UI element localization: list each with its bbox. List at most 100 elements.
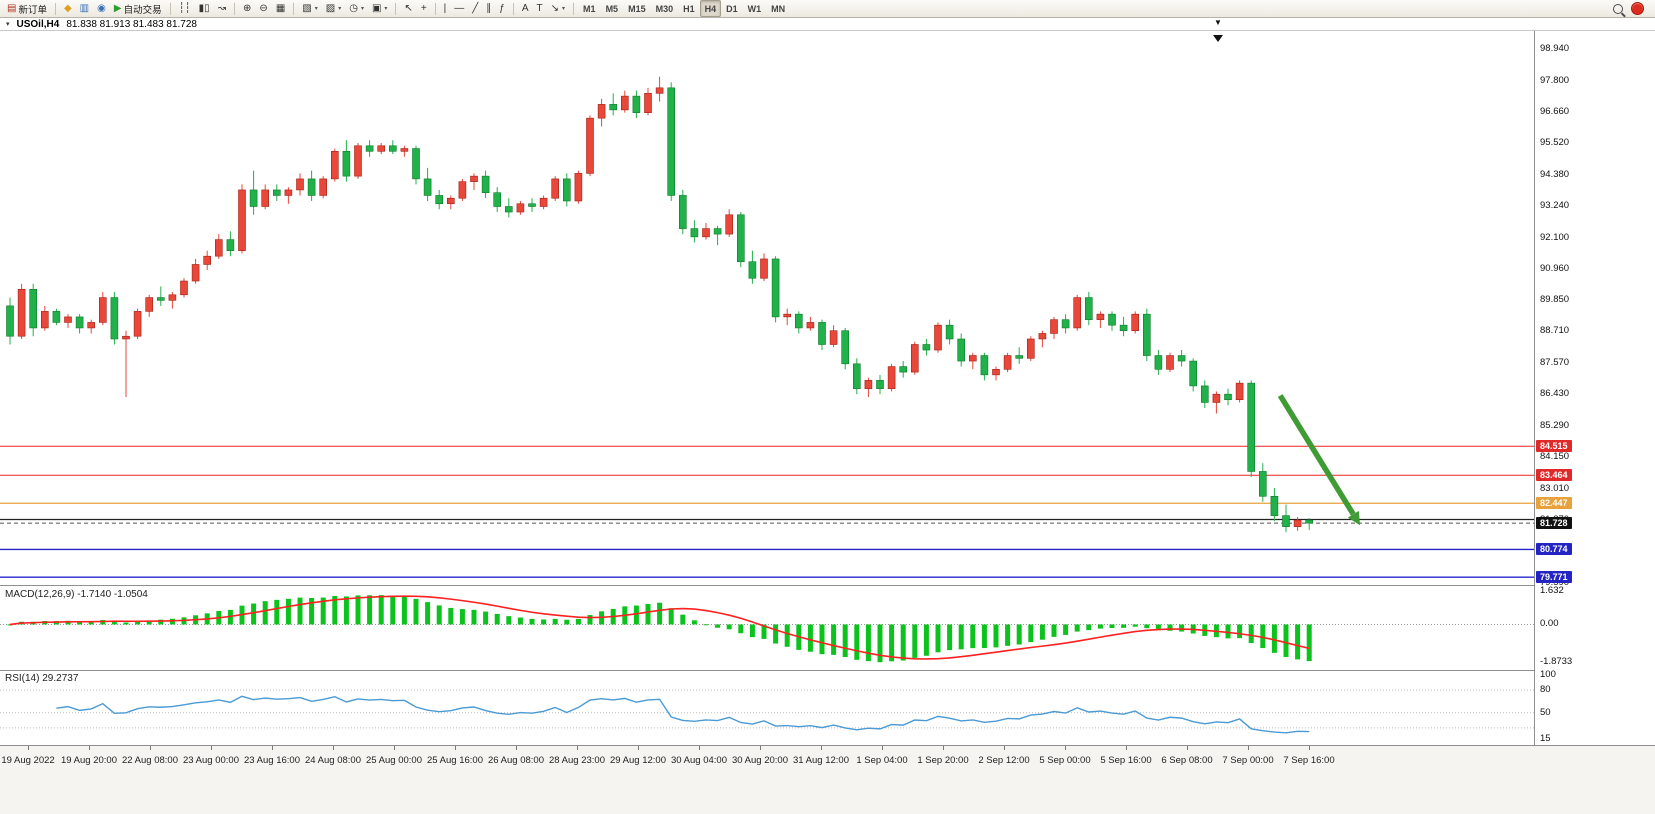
chart-shift-marker[interactable] [1213,35,1223,42]
timeframe-mn-button[interactable]: MN [771,3,786,14]
timeframe-m30-button[interactable]: M30 [655,3,674,14]
time-axis-label: 19 Aug 2022 [1,755,55,766]
price-axis-label: 90.960 [1540,263,1570,275]
strategy-tester-icon: ◉ [97,2,106,14]
time-axis-tick [638,746,639,750]
candlestick-chart-button[interactable]: ▮▯ [195,0,214,17]
timeframe-h1-button[interactable]: H1 [683,3,695,14]
timeframe-h4-button[interactable]: H4 [699,0,722,17]
zoom-in-button[interactable]: ⊕ [239,0,255,17]
caret-down-icon: ▾ [314,6,318,12]
periods-menu-button[interactable]: ◷ ▾ [345,0,368,17]
price-axis[interactable]: 98.940 97.800 96.660 95.520 94.380 93.240 92.1… [1534,31,1655,745]
time-axis-tick [882,746,883,750]
time-axis-tick [943,746,944,750]
vertical-line-icon: | [443,2,447,14]
price-chart-panel[interactable] [0,31,1534,585]
metaeditor-button[interactable]: ◆ [60,0,76,17]
time-axis-tick [150,746,151,750]
line-chart-icon: ↝ [217,2,227,14]
price-axis-label: 93.240 [1540,200,1570,212]
macd-chart-svg[interactable] [0,586,1534,670]
time-axis-label: 1 Sep 20:00 [917,755,969,766]
main-toolbar: ▤ 新订单 ◆ ▥ ◉ ▶ 自动交易 ┆┆ ▮▯ ↝ ⊕ ⊖ ▦ ▧ ▾ ▨ ▾ ◷ ▾ ▣ ▾ ↖ + | — ╱ ∥ ƒ A T ↘ ▾ M… [0,0,1655,18]
macd-label: MACD(12,26,9) -1.7140 -1.0504 [5,589,148,600]
time-axis-tick [211,746,212,750]
bar-chart-button[interactable]: ┆┆ [175,0,195,17]
arrows-button[interactable]: ↘ ▾ [547,0,569,17]
strategy-tester-button[interactable]: ◉ [93,0,110,17]
profiles-button[interactable]: ▨ ▾ [322,0,345,17]
time-axis-label: 2 Sep 12:00 [978,755,1030,766]
timeframe-m5-button[interactable]: M5 [605,3,619,14]
time-axis-label: 23 Aug 16:00 [244,755,300,766]
timeframe-d1-button[interactable]: D1 [726,3,738,14]
fibonacci-button[interactable]: ƒ [495,0,509,17]
new-chart-button[interactable]: ▧ ▾ [298,0,321,17]
terminal-button[interactable]: ▥ [76,0,93,17]
time-axis-label: 26 Aug 08:00 [488,755,544,766]
periods-menu-icon: ◷ [349,2,358,14]
text-button[interactable]: A [518,0,533,17]
price-axis-label: 83.010 [1540,482,1570,494]
toolbar-separator [512,2,514,15]
price-chart-svg[interactable] [0,31,1534,585]
price-axis-label: 92.100 [1540,231,1570,243]
timeframe-m15-button[interactable]: M15 [628,3,646,14]
text-label-button[interactable]: T [533,0,547,17]
time-axis-tick [1248,746,1249,750]
time-axis-label: 6 Sep 08:00 [1161,755,1213,766]
time-axis-label: 24 Aug 08:00 [305,755,361,766]
zoom-out-button[interactable]: ⊖ [255,0,271,17]
price-tag-79.771: 79.771 [1536,571,1572,584]
autotrading-button[interactable]: ▶ 自动交易 [110,0,166,17]
line-chart-button[interactable]: ↝ [214,0,230,17]
caret-down-icon: ▾ [384,6,388,12]
toolbar-separator [234,2,236,15]
timeframe-w1-button[interactable]: W1 [747,3,762,14]
chart-menu-icon[interactable]: ▾ [6,21,10,28]
cursor-button[interactable]: ↖ [400,0,416,17]
time-axis-tick [272,746,273,750]
zoom-in-icon: ⊕ [243,2,252,14]
crosshair-button[interactable]: + [417,0,431,17]
time-axis-tick [1004,746,1005,750]
terminal-icon: ▥ [79,2,90,14]
fibonacci-icon: ƒ [499,2,505,14]
time-axis-label: 5 Sep 00:00 [1039,755,1091,766]
toolbar-right-group [1613,2,1652,15]
horizontal-line-button[interactable]: — [450,0,468,17]
time-axis-label: 30 Aug 04:00 [671,755,727,766]
equidistant-channel-icon: ∥ [486,2,492,14]
templates-button[interactable]: ▣ ▾ [368,0,391,17]
crosshair-icon: + [420,2,427,14]
equidistant-channel-button[interactable]: ∥ [482,0,495,17]
rsi-label: RSI(14) 29.2737 [5,673,79,684]
rsi-panel[interactable] [0,670,1534,746]
toolbar-separator [434,2,436,15]
trend-arrow-annotation[interactable] [1277,394,1361,526]
time-axis-label: 19 Aug 20:00 [61,755,117,766]
autotrading-icon: ▶ [113,2,122,14]
search-icon[interactable] [1613,3,1623,14]
caret-down-icon: ▾ [360,6,364,12]
trendline-button[interactable]: ╱ [468,0,482,17]
time-axis-label: 25 Aug 00:00 [366,755,422,766]
time-axis[interactable]: 19 Aug 2022 19 Aug 20:00 22 Aug 08:00 23 Au… [0,745,1655,814]
rsi-chart-svg[interactable] [0,671,1534,746]
time-axis-tick [333,746,334,750]
arrows-icon: ↘ [550,2,560,14]
macd-panel[interactable] [0,585,1534,670]
notification-icon[interactable] [1631,2,1644,15]
new-order-button-label: 新订单 [18,4,47,16]
toolbar-separator [293,2,295,15]
chart-shift-marker-icon[interactable]: ▼ [1214,18,1222,27]
tile-windows-button[interactable]: ▦ [272,0,289,17]
time-axis-label: 28 Aug 23:00 [549,755,605,766]
time-axis-tick [89,746,90,750]
vertical-line-button[interactable]: | [440,0,451,17]
timeframe-m1-button[interactable]: M1 [583,3,596,14]
rsi-axis-label: 50 [1540,706,1551,718]
new-order-button[interactable]: ▤ 新订单 [3,0,51,17]
